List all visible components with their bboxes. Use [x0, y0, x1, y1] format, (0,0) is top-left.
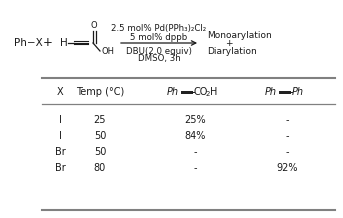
Text: H: H — [210, 87, 217, 97]
Text: -: - — [285, 115, 289, 125]
Text: Ph: Ph — [265, 87, 277, 97]
Text: -: - — [193, 163, 197, 173]
Text: O: O — [91, 21, 97, 30]
Text: H: H — [60, 38, 68, 48]
Text: 5 mol% dppb: 5 mol% dppb — [130, 32, 188, 41]
Text: 80: 80 — [94, 163, 106, 173]
Text: -: - — [285, 147, 289, 157]
Text: +: + — [43, 36, 53, 49]
Text: Br: Br — [55, 163, 66, 173]
Text: OH: OH — [101, 46, 114, 56]
Text: 2: 2 — [206, 91, 210, 97]
Text: Diarylation: Diarylation — [207, 46, 257, 56]
Text: 50: 50 — [94, 147, 106, 157]
Text: DMSO, 3h: DMSO, 3h — [138, 54, 180, 63]
Text: 92%: 92% — [276, 163, 298, 173]
Text: X: X — [57, 87, 63, 97]
Text: Ph: Ph — [167, 87, 179, 97]
Text: 2.5 mol% Pd(PPh₃)₂Cl₂: 2.5 mol% Pd(PPh₃)₂Cl₂ — [111, 24, 206, 34]
Text: Br: Br — [55, 147, 66, 157]
Text: I: I — [59, 131, 61, 141]
Text: DBU(2.0 equiv): DBU(2.0 equiv) — [126, 46, 192, 56]
Text: 50: 50 — [94, 131, 106, 141]
Text: 25%: 25% — [184, 115, 206, 125]
Text: +: + — [225, 39, 233, 48]
Text: CO: CO — [194, 87, 209, 97]
Text: Ph: Ph — [292, 87, 304, 97]
Text: I: I — [59, 115, 61, 125]
Text: Monoarylation: Monoarylation — [207, 31, 272, 39]
Text: Temp (°C): Temp (°C) — [76, 87, 124, 97]
Text: -: - — [285, 131, 289, 141]
Text: -: - — [193, 147, 197, 157]
Text: Ph−X: Ph−X — [14, 38, 43, 48]
Text: 84%: 84% — [184, 131, 206, 141]
Text: 25: 25 — [94, 115, 106, 125]
